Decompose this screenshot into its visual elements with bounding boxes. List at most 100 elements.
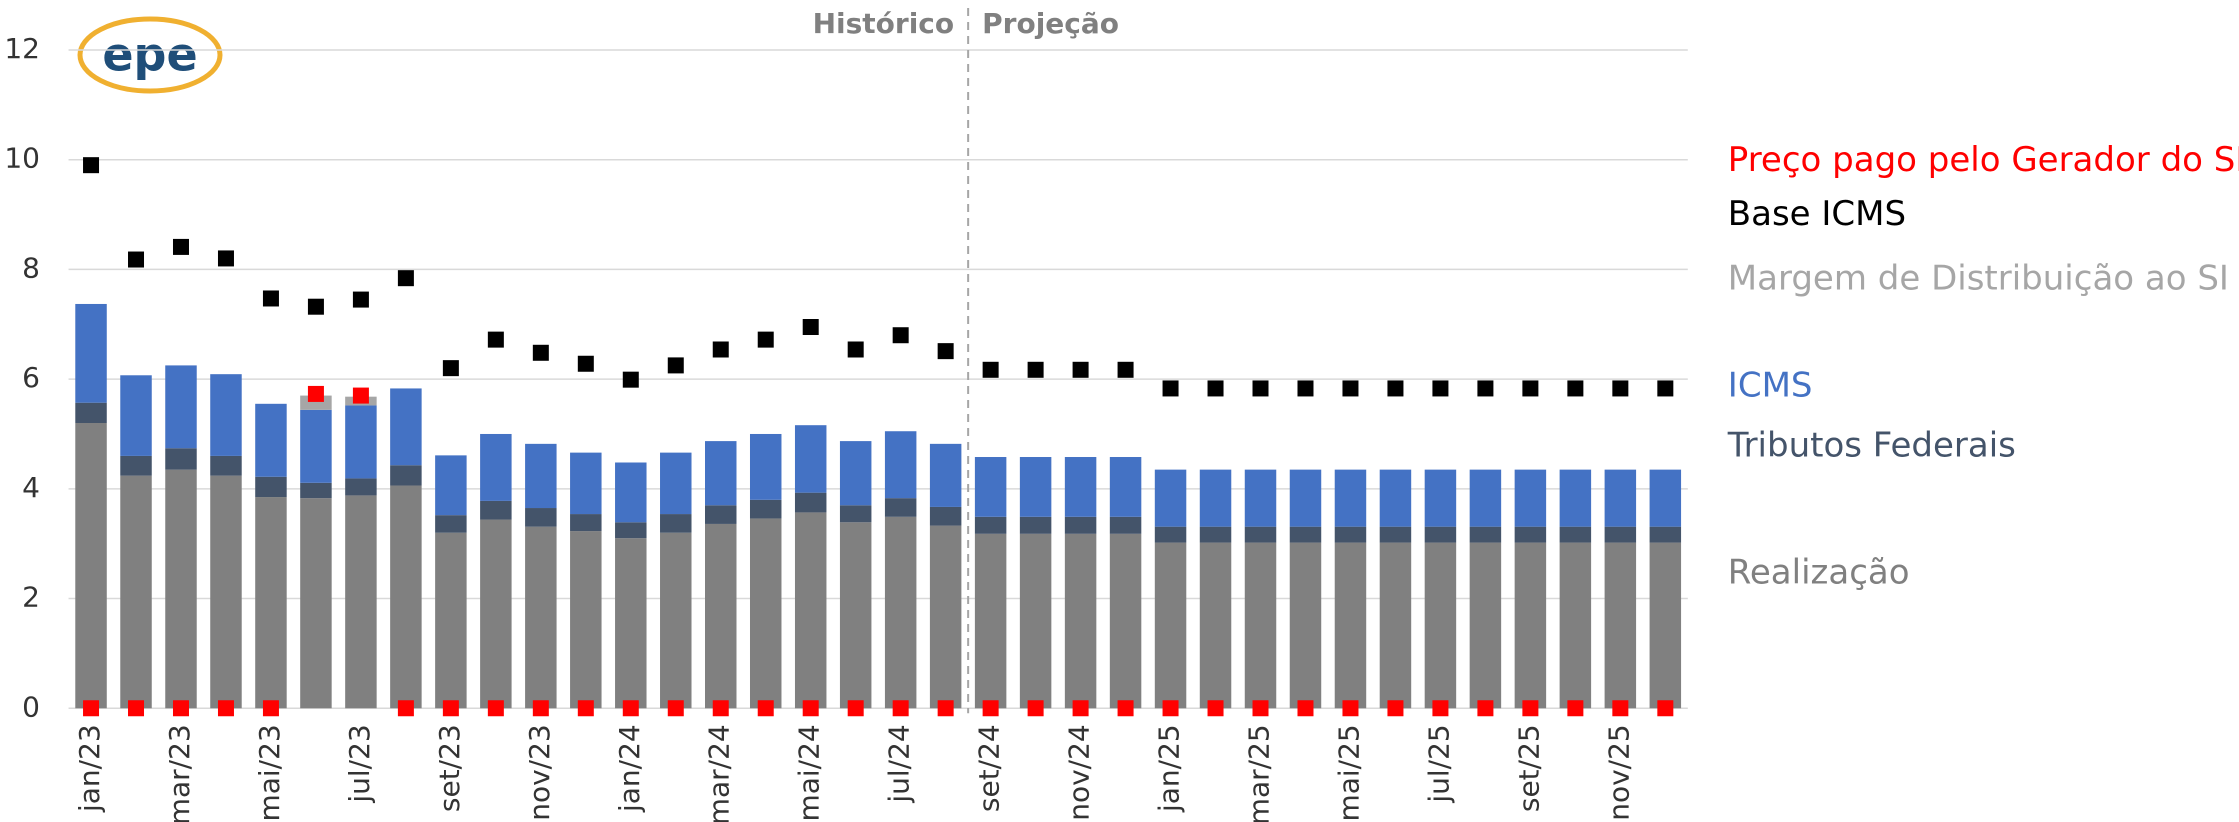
- point: [217, 700, 234, 717]
- y-tick-label: 0: [22, 690, 40, 723]
- bar-segment: [345, 495, 377, 709]
- bar-segment: [345, 478, 377, 496]
- bar-segment: [1244, 526, 1277, 543]
- bar-segment: [794, 492, 827, 513]
- x-tick-label: nov/23: [523, 724, 556, 821]
- bar-segment: [165, 448, 197, 470]
- point: [712, 700, 729, 717]
- point: [1207, 700, 1224, 717]
- legend-entry: Tributos Federais: [1727, 425, 2016, 465]
- bar-segment: [1424, 526, 1457, 543]
- bar-segment: [300, 482, 332, 499]
- legend-entry: ICMS: [1728, 365, 1813, 405]
- bar-segment: [749, 499, 782, 519]
- point: [802, 700, 819, 717]
- bar-segment: [1109, 516, 1142, 534]
- bar-segment: [1424, 469, 1457, 527]
- point: [442, 360, 459, 377]
- x-tick-label: set/25: [1512, 724, 1545, 812]
- bar-segment: [255, 497, 287, 709]
- bar-segment: [705, 505, 737, 524]
- point: [1252, 700, 1269, 717]
- point: [847, 341, 864, 358]
- bar-segment: [1154, 526, 1187, 543]
- point: [128, 251, 145, 268]
- bar-segment: [1199, 469, 1232, 527]
- x-tick-label: mar/25: [1243, 724, 1276, 822]
- point: [1387, 700, 1404, 717]
- point: [847, 700, 864, 717]
- bar-segment: [525, 526, 557, 709]
- bar-segment: [120, 475, 152, 709]
- bar-segment: [929, 525, 962, 709]
- bar-segment: [615, 522, 647, 539]
- bar-segment: [1649, 542, 1682, 709]
- bar-segment: [1604, 526, 1637, 543]
- point: [1072, 700, 1089, 717]
- bar-segment: [749, 433, 782, 500]
- bar-segment: [1604, 542, 1637, 709]
- point: [1072, 361, 1089, 378]
- x-tick-label: set/24: [973, 724, 1006, 812]
- bar-segment: [1199, 542, 1232, 709]
- bar-segment: [839, 505, 872, 523]
- bar-segment: [660, 514, 692, 533]
- annotation: Projeção: [982, 7, 1119, 40]
- bar-segment: [1064, 533, 1097, 709]
- point: [1567, 700, 1584, 717]
- bar-segment: [1244, 469, 1277, 527]
- x-tick-label: nov/25: [1602, 724, 1635, 821]
- point: [83, 700, 100, 717]
- legend-entry: Base ICMS: [1728, 194, 1906, 234]
- point: [667, 700, 684, 717]
- bar-segment: [390, 388, 422, 466]
- bar-segment: [1379, 469, 1412, 527]
- point: [937, 343, 954, 360]
- point: [982, 700, 999, 717]
- bar-segment: [435, 532, 467, 709]
- point: [217, 250, 234, 267]
- bar-segment: [300, 409, 332, 483]
- bar-segment: [705, 523, 737, 709]
- bar-segment: [210, 374, 242, 456]
- bar-segment: [1559, 469, 1592, 527]
- point: [442, 700, 459, 717]
- bar-segment: [794, 512, 827, 709]
- point: [1612, 700, 1629, 717]
- point: [1612, 380, 1629, 397]
- bar-segment: [1064, 457, 1097, 517]
- y-tick-label: 8: [22, 251, 40, 284]
- bar-segment: [974, 533, 1007, 709]
- bar-segment: [210, 475, 242, 709]
- point: [1252, 380, 1269, 397]
- bar-segment: [210, 455, 242, 476]
- point: [937, 700, 954, 717]
- point: [892, 700, 909, 717]
- bar-segment: [1154, 469, 1187, 527]
- bar-segment: [1514, 469, 1547, 527]
- bar-segment: [390, 465, 422, 486]
- point: [307, 385, 324, 402]
- bar-segment: [1109, 457, 1142, 517]
- bar-segment: [1109, 533, 1142, 709]
- point: [172, 238, 189, 255]
- logo-text: epe: [102, 28, 197, 82]
- bar-segment: [75, 423, 107, 709]
- logo: epe: [77, 16, 223, 94]
- bar-segment: [1064, 516, 1097, 534]
- point: [262, 290, 279, 307]
- x-tick-label: jan/24: [613, 724, 646, 813]
- bar-segment: [390, 485, 422, 709]
- bar-segment: [570, 531, 602, 709]
- bar-segment: [1514, 526, 1547, 543]
- x-tick-label: mai/25: [1332, 724, 1365, 821]
- point: [622, 371, 639, 388]
- bar-segment: [120, 455, 152, 476]
- point: [532, 700, 549, 717]
- bar-segment: [1334, 526, 1367, 543]
- bar-segment: [660, 452, 692, 515]
- bar-segment: [165, 469, 197, 709]
- bar-segment: [884, 498, 917, 517]
- bar-segment: [1289, 542, 1322, 709]
- bar-segment: [1469, 542, 1502, 709]
